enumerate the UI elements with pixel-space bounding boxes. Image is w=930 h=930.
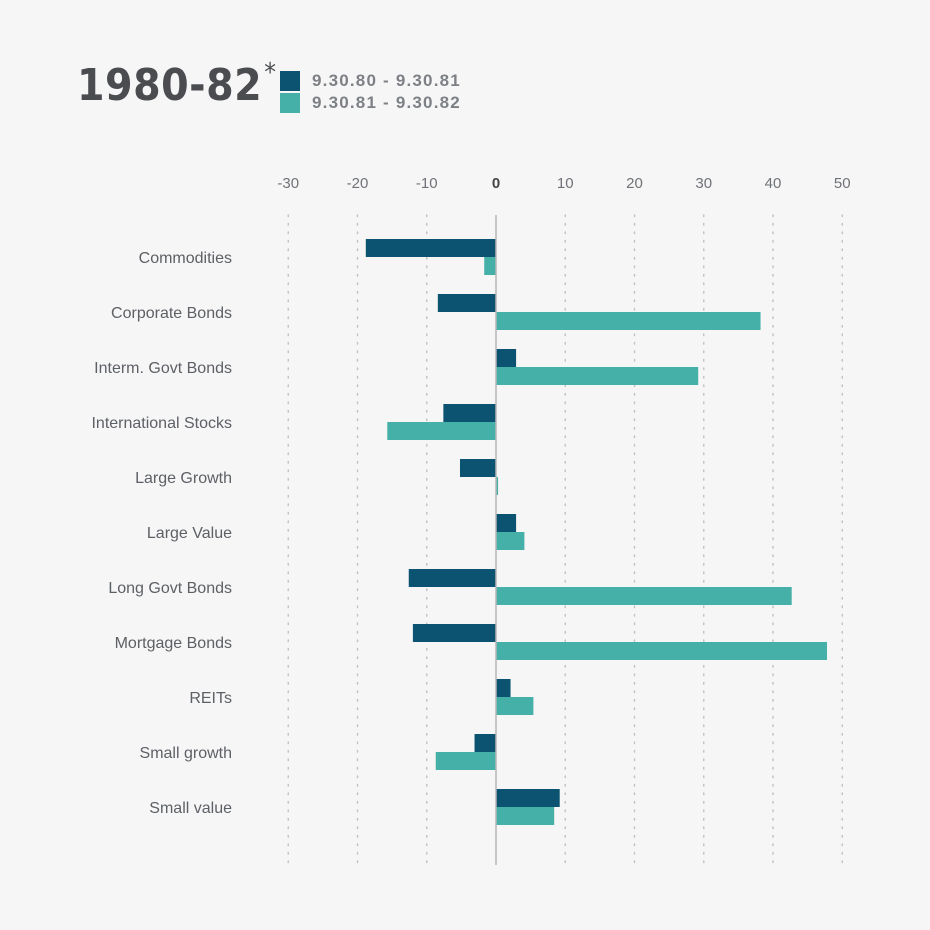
x-tick-label: 50 xyxy=(834,175,851,192)
bar-series-1 xyxy=(443,404,496,422)
bar-series-1 xyxy=(496,349,517,367)
chart-title: 1980-82* xyxy=(77,60,276,108)
bar-series-1 xyxy=(408,569,496,587)
legend-item-series-2: 9.30.81 - 9.30.82 xyxy=(280,92,461,114)
bar-series-2 xyxy=(496,587,792,605)
bar-series-2 xyxy=(496,697,534,715)
category-label: Large Growth xyxy=(135,470,232,487)
bar-series-2 xyxy=(496,532,525,550)
category-label: Large Value xyxy=(147,525,232,542)
legend-label-series-2: 9.30.81 - 9.30.82 xyxy=(312,93,461,112)
bar-series-2 xyxy=(496,807,555,825)
bar-series-1 xyxy=(365,239,496,257)
x-tick-label: 30 xyxy=(695,175,712,192)
x-tick-label: 40 xyxy=(765,175,782,192)
bar-series-1 xyxy=(496,679,511,697)
bar-series-1 xyxy=(412,624,496,642)
category-label: Small value xyxy=(149,800,232,817)
bar-series-1 xyxy=(459,459,496,477)
category-label: Long Govt Bonds xyxy=(108,580,232,597)
bar-series-2 xyxy=(496,477,499,495)
legend-label-series-1: 9.30.80 - 9.30.81 xyxy=(312,71,461,90)
bar-series-2 xyxy=(496,312,761,330)
legend-item-series-1: 9.30.80 - 9.30.81 xyxy=(280,70,461,92)
title-footnote-mark: * xyxy=(264,58,277,88)
bar-series-1 xyxy=(496,514,517,532)
category-label: REITs xyxy=(189,690,232,707)
legend: 9.30.80 - 9.30.81 9.30.81 - 9.30.82 xyxy=(280,70,461,114)
category-label: Small growth xyxy=(140,745,232,762)
x-tick-label: 10 xyxy=(557,175,574,192)
bar-series-2 xyxy=(484,257,496,275)
bar-series-1 xyxy=(496,789,560,807)
bar-series-1 xyxy=(474,734,496,752)
category-label: Interm. Govt Bonds xyxy=(94,360,232,377)
x-tick-label: -30 xyxy=(277,175,299,192)
bar-series-2 xyxy=(496,367,699,385)
bar-series-2 xyxy=(496,642,828,660)
bar-series-2 xyxy=(435,752,496,770)
title-text: 1980-82 xyxy=(77,60,263,111)
bar-series-1 xyxy=(437,294,496,312)
category-label: International Stocks xyxy=(91,415,232,432)
legend-swatch-series-1 xyxy=(280,71,300,91)
bar-series-2 xyxy=(387,422,496,440)
category-label: Corporate Bonds xyxy=(111,305,232,322)
x-tick-label: 20 xyxy=(626,175,643,192)
category-label: Mortgage Bonds xyxy=(115,635,232,652)
x-tick-label: -10 xyxy=(416,175,438,192)
x-tick-label: 0 xyxy=(492,175,500,192)
category-label: Commodities xyxy=(139,250,232,267)
legend-swatch-series-2 xyxy=(280,93,300,113)
x-tick-label: -20 xyxy=(347,175,369,192)
